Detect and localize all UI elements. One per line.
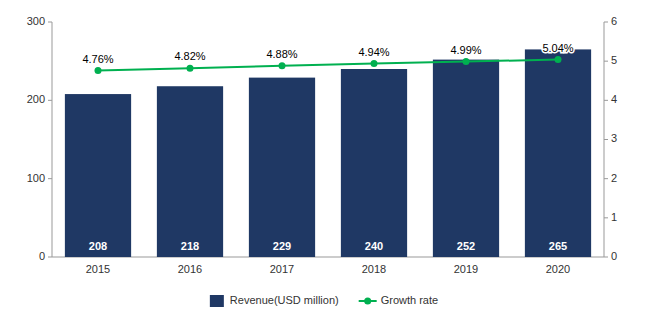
data-label: 5.04% — [542, 42, 573, 54]
legend-item: Growth rate — [359, 294, 438, 306]
category-label: 2017 — [270, 263, 294, 275]
data-label: 252 — [457, 240, 475, 252]
tick-label: 300 — [27, 15, 45, 27]
tick-label: 0 — [611, 250, 617, 262]
tick — [48, 257, 52, 258]
legend: Revenue(USD million) Growth rate — [210, 294, 438, 307]
tick-label: 2 — [611, 172, 617, 184]
tick — [604, 61, 608, 62]
bar — [341, 69, 407, 257]
marker — [187, 65, 194, 72]
bar — [65, 94, 131, 257]
category-label: 2019 — [454, 263, 478, 275]
bar — [157, 86, 223, 257]
category-label: 2018 — [362, 263, 386, 275]
tick — [604, 139, 608, 140]
tick — [48, 178, 52, 179]
legend-label: Growth rate — [381, 294, 438, 306]
tick-label: 100 — [27, 172, 45, 184]
tick — [48, 22, 52, 23]
legend-swatch — [364, 298, 371, 305]
data-label: 218 — [181, 240, 199, 252]
data-labels: 208 218 229 240 252 265 4.76% 4.82% 4.88% 4.94% 4.… — [82, 42, 573, 252]
data-label: 4.94% — [358, 46, 389, 58]
legend-swatch — [210, 295, 224, 307]
tick-label: 3 — [611, 132, 617, 144]
data-label: 4.88% — [266, 48, 297, 60]
category-label: 2016 — [178, 263, 202, 275]
tick — [604, 178, 608, 179]
data-label: 4.76% — [82, 53, 113, 65]
x-axis — [52, 257, 604, 258]
tick-label: 200 — [27, 93, 45, 105]
bar — [249, 78, 315, 257]
marker — [279, 62, 286, 69]
data-label: 240 — [365, 240, 383, 252]
tick-label: 0 — [39, 250, 45, 262]
marker — [463, 58, 470, 65]
category-label: 2015 — [86, 263, 110, 275]
data-label: 4.99% — [450, 44, 481, 56]
data-label: 229 — [273, 240, 291, 252]
bar — [525, 49, 591, 257]
tick-label: 6 — [611, 15, 617, 27]
tick-label: 1 — [611, 211, 617, 223]
tick — [48, 100, 52, 101]
marker — [555, 56, 562, 63]
data-label: 265 — [549, 240, 567, 252]
line — [98, 60, 558, 71]
tick — [604, 257, 608, 258]
tick-label: 4 — [611, 93, 617, 105]
data-label: 4.82% — [174, 50, 205, 62]
legend-item: Revenue(USD million) — [210, 294, 339, 307]
marker — [95, 67, 102, 74]
tick — [604, 22, 608, 23]
legend-label: Revenue(USD million) — [230, 294, 339, 306]
marks — [65, 49, 591, 257]
tick — [604, 217, 608, 218]
marker — [371, 60, 378, 67]
chart: 0 100 200 300 0 1 2 3 4 5 6 2015 2016 2017 2018 2019 202… — [0, 0, 648, 319]
left-axis — [52, 22, 53, 257]
tick — [604, 100, 608, 101]
tick-label: 5 — [611, 54, 617, 66]
data-label: 208 — [89, 240, 107, 252]
category-label: 2020 — [546, 263, 570, 275]
bar — [433, 60, 499, 257]
